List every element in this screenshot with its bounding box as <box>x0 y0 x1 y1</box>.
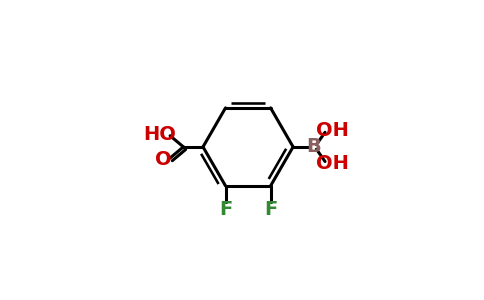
Text: OH: OH <box>316 121 349 140</box>
Text: OH: OH <box>316 154 349 173</box>
Text: B: B <box>306 137 321 156</box>
Text: F: F <box>219 200 232 219</box>
Text: HO: HO <box>143 125 176 144</box>
Text: F: F <box>264 200 277 219</box>
Text: O: O <box>155 150 172 169</box>
